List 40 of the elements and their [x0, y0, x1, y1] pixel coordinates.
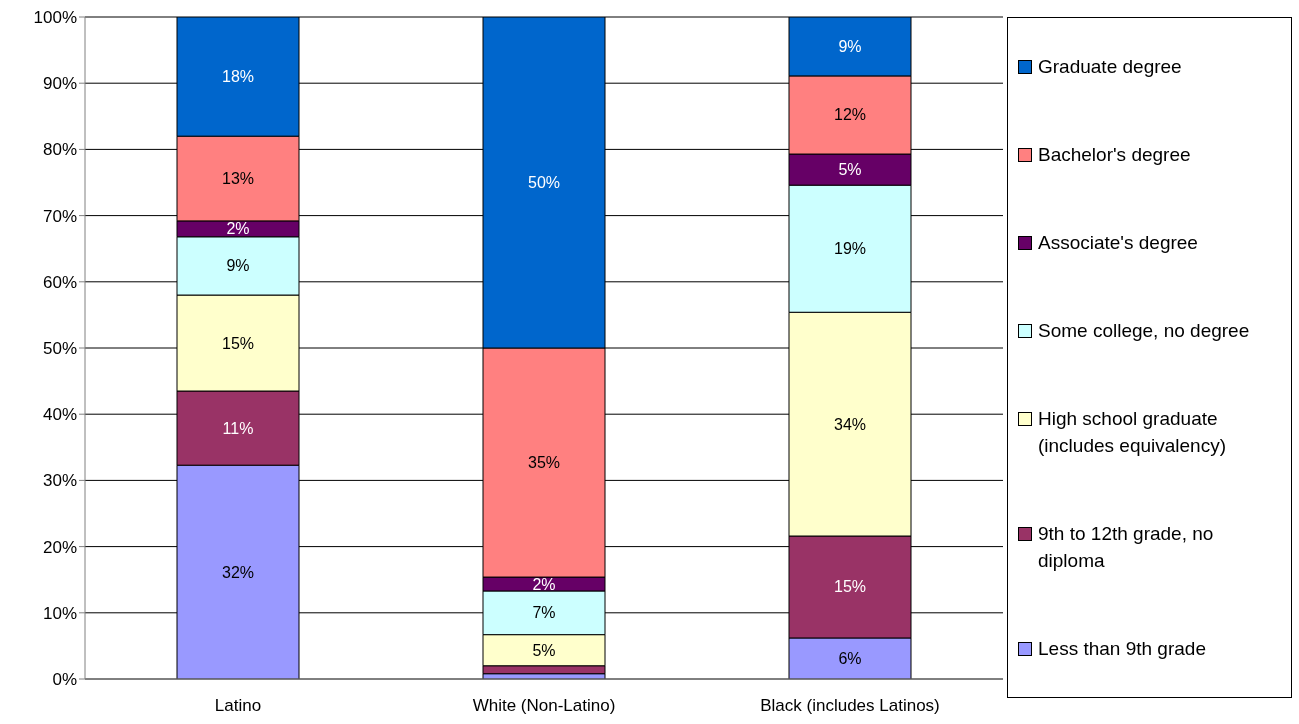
data-label: 15% — [221, 334, 255, 352]
y-tick-label: 70% — [42, 206, 77, 226]
data-label: 9% — [226, 257, 250, 275]
data-label: 11% — [222, 419, 254, 437]
x-tick-label: White (Non-Latino) — [472, 696, 616, 716]
data-label: 15% — [833, 578, 867, 596]
data-label: 13% — [221, 170, 255, 188]
y-tick-label: 0% — [52, 670, 77, 690]
x-tick-label: Black (includes Latinos) — [760, 696, 940, 716]
data-label: 9% — [838, 37, 862, 55]
legend-label: Associate's degree — [1038, 230, 1198, 255]
data-label: 19% — [833, 240, 867, 258]
data-label: 50% — [527, 174, 561, 191]
legend-label: Bachelor's degree — [1038, 142, 1191, 167]
data-label: 2% — [226, 220, 250, 238]
y-tick-label: 10% — [42, 603, 77, 623]
y-tick-label: 30% — [42, 471, 77, 491]
data-label: 6% — [838, 649, 862, 667]
y-tick-label: 50% — [42, 339, 77, 359]
y-tick-label: 100% — [33, 8, 77, 28]
y-tick-label: 80% — [42, 140, 77, 160]
y-tick-label: 40% — [42, 405, 77, 425]
data-label: 32% — [221, 563, 255, 581]
data-label: 12% — [833, 106, 867, 124]
legend-label: Some college, no degree — [1038, 319, 1250, 343]
data-label: 7% — [532, 604, 556, 622]
y-tick-label: 60% — [42, 272, 77, 292]
legend-label: Graduate degree — [1038, 54, 1182, 79]
data-label: 2% — [532, 575, 556, 593]
legend-label: 9th to 12th grade, no diploma — [1038, 522, 1215, 574]
data-label: 34% — [833, 415, 867, 433]
legend-label: Less than 9th grade — [1038, 637, 1206, 662]
data-label: 5% — [532, 641, 556, 659]
x-tick-label: Latino — [214, 696, 262, 716]
data-label: 18% — [221, 68, 255, 86]
data-label: 35% — [527, 454, 561, 472]
data-label: 5% — [838, 161, 862, 179]
legend-label: High school graduate (includes equivalency) — [1038, 407, 1227, 459]
y-tick-label: 20% — [42, 537, 77, 557]
y-tick-label: 90% — [42, 74, 77, 94]
